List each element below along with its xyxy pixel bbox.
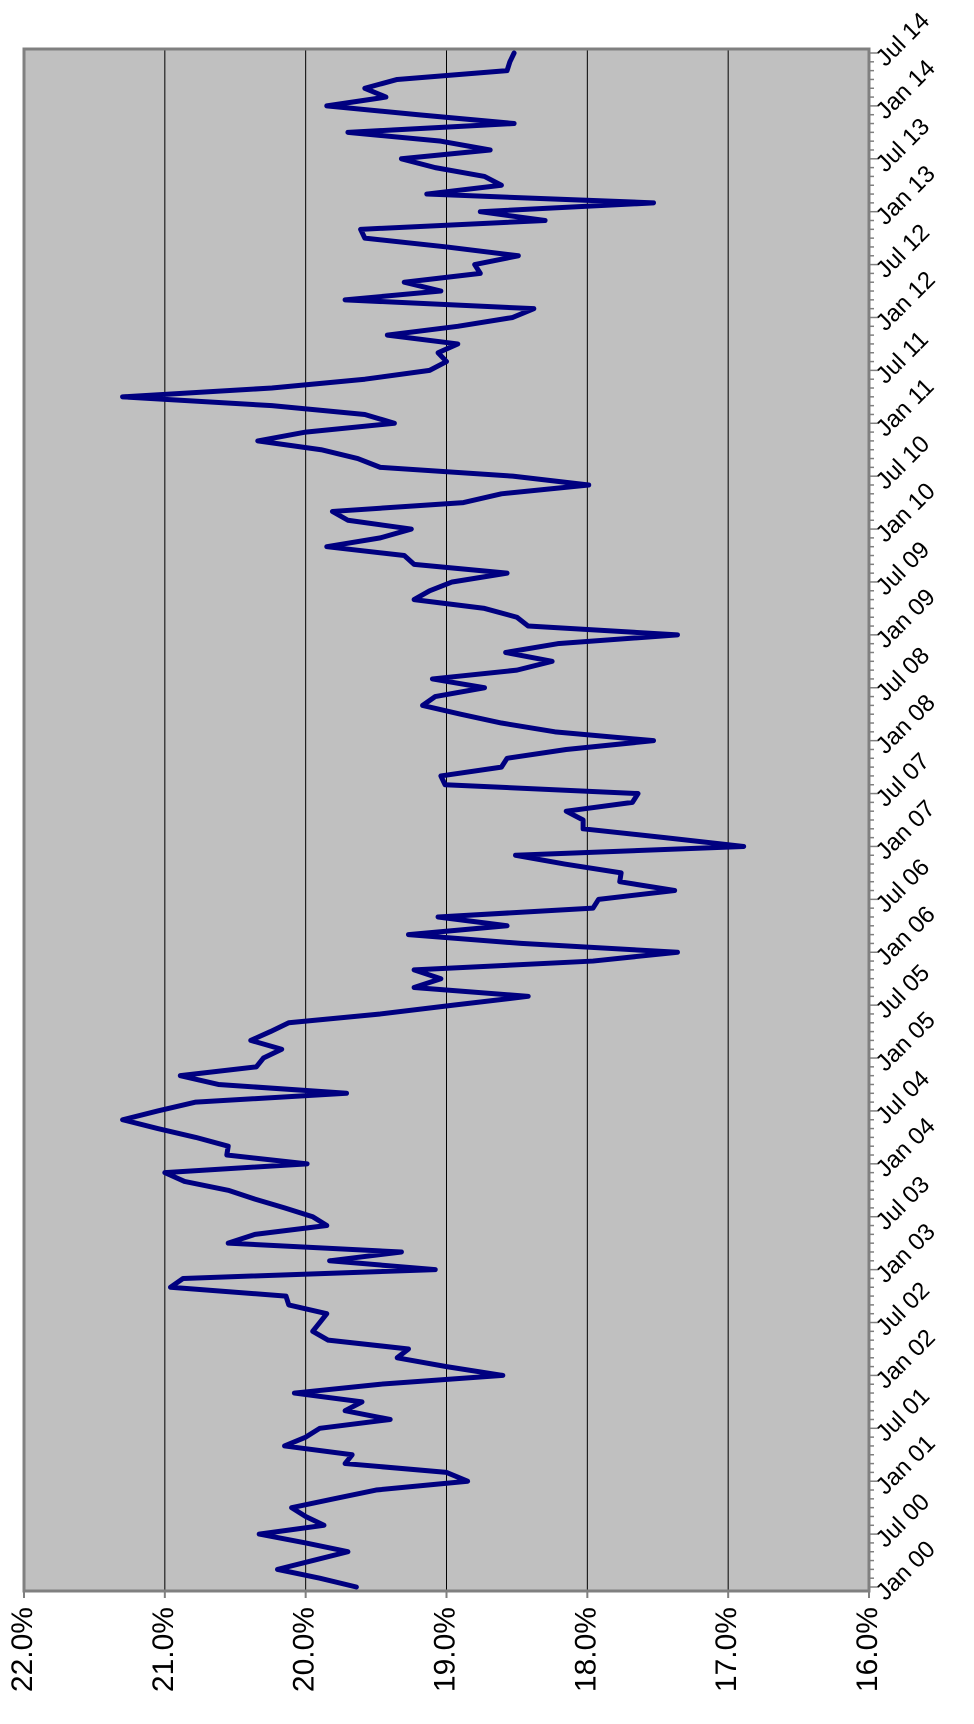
x-tick-label: Jan 13 [871, 160, 941, 230]
y-tick-label: 19.0% [428, 1607, 461, 1692]
y-tick-label: 16.0% [851, 1607, 884, 1692]
x-tick-label: Jan 05 [871, 1007, 941, 1077]
y-tick-label: 20.0% [288, 1607, 321, 1692]
x-tick-label: Jan 02 [871, 1324, 941, 1394]
x-tick-label: Jan 09 [871, 584, 941, 654]
x-tick-label: Jan 03 [871, 1218, 941, 1288]
x-tick-label: Jan 06 [871, 901, 941, 971]
x-tick-label: Jan 07 [871, 795, 941, 865]
x-tick-label: Jan 00 [871, 1536, 941, 1606]
x-tick-label: Jan 12 [871, 266, 941, 336]
y-tick-label: 18.0% [569, 1607, 602, 1692]
y-tick-label: 21.0% [147, 1607, 180, 1692]
x-tick-label: Jan 14 [871, 55, 941, 125]
y-tick-label: 22.0% [6, 1607, 39, 1692]
x-tick-label: Jan 04 [871, 1113, 941, 1183]
x-tick-label: Jan 08 [871, 689, 941, 759]
x-tick-label: Jan 10 [871, 478, 941, 548]
x-tick-label: Jan 11 [871, 373, 940, 442]
data-line [120, 50, 747, 1590]
y-tick-label: 17.0% [710, 1607, 743, 1692]
x-tick-label: Jan 01 [871, 1430, 941, 1500]
